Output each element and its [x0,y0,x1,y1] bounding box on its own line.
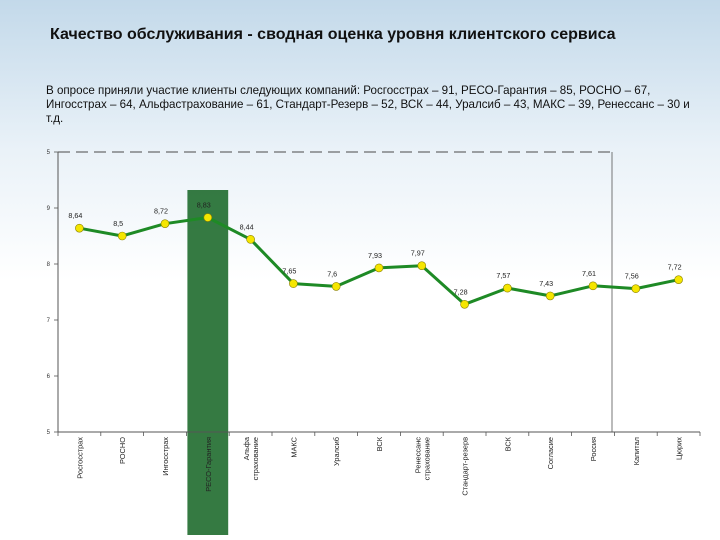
data-label: 7,61 [582,269,596,278]
data-point [75,223,84,233]
data-point [588,281,598,291]
category-label: ВСК [503,436,512,451]
highlight-column [187,190,229,535]
data-point [117,231,127,241]
data-point [460,300,469,309]
category-label: Ингосстрах [161,437,170,476]
y-tick-label: 9 [47,206,51,212]
data-label: 7,56 [625,272,639,281]
category-label: страхование [251,437,260,480]
data-label: 7,97 [411,249,425,258]
data-point [246,235,255,244]
category-label: РОСНО [118,437,127,464]
data-label: 7,6 [327,269,337,278]
data-label: 7,28 [454,287,468,296]
data-point [203,213,213,222]
page-title: Качество обслуживания - сводная оценка у… [50,26,616,43]
data-label: 8,83 [197,201,211,210]
y-tick-label: 7 [47,318,51,324]
category-label: Капитал [632,437,641,465]
y-tick-label: 5 [47,150,51,156]
series-line [79,216,679,306]
data-label: 8,72 [154,207,168,216]
data-point [545,291,555,301]
data-point [674,275,683,284]
y-tick-label: 8 [47,262,51,268]
category-label: Цюрих [675,437,684,460]
data-label: 8,5 [113,219,123,228]
category-label: Стандарт-резерв [461,437,470,496]
data-point [331,282,341,291]
data-label: 7,65 [282,267,296,276]
data-point [631,284,641,293]
data-label: 7,43 [539,279,553,288]
category-label: страхование [422,437,431,480]
category-label: Ренессанс [413,437,422,473]
category-label: РЕСО-Гарантия [204,437,213,492]
data-point [289,279,298,288]
category-label: Уралсиб [332,437,341,466]
data-point [374,263,384,273]
category-label: Росгосстрах [75,437,84,479]
data-point [503,283,512,293]
survey-description: В опросе приняли участие клиенты следующ… [46,84,690,125]
data-label: 8,64 [68,211,82,220]
y-tick-label: 5 [47,430,51,436]
category-label: Согласие [546,437,555,469]
category-label: Альфа [242,436,251,460]
category-label: МАКС [289,436,298,457]
category-label: Россия [589,437,598,461]
category-label: ВСК [375,436,384,451]
data-point [160,219,170,228]
data-label: 8,44 [240,222,254,231]
data-point [417,261,427,270]
data-label: 7,72 [668,263,682,272]
data-label: 7,57 [496,271,510,280]
data-label: 7,93 [368,251,382,260]
y-tick-label: 6 [47,374,51,380]
